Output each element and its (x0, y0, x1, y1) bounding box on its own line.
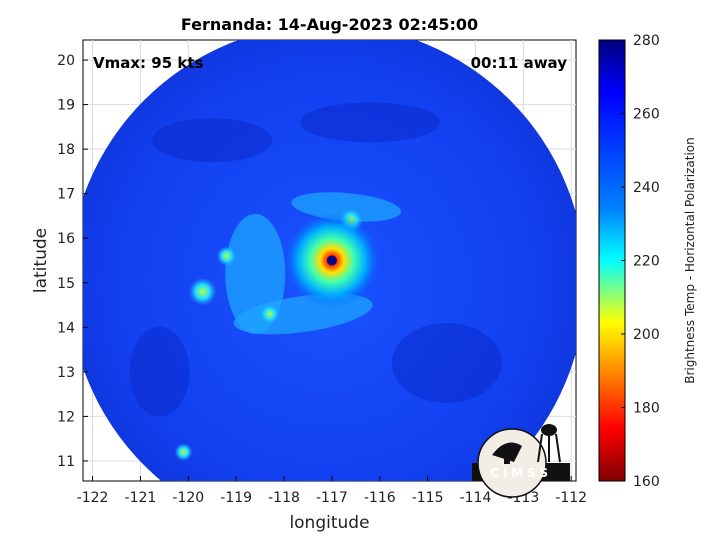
chart-title: Fernanda: 14-Aug-2023 02:45:00 (181, 15, 478, 34)
y-tick-label: 12 (57, 409, 75, 425)
vmax-annotation: Vmax: 95 kts (93, 54, 203, 72)
x-tick-label: -122 (77, 490, 109, 506)
y-tick-label: 15 (57, 276, 75, 292)
cool-band (152, 118, 273, 163)
y-tick-label: 11 (57, 454, 75, 470)
x-tick-label: -120 (172, 490, 204, 506)
colorbar-tick-label: 160 (633, 474, 660, 490)
y-tick-label: 14 (57, 320, 75, 336)
y-tick-label: 19 (57, 98, 75, 114)
x-tick-label: -115 (412, 490, 444, 506)
colorbar (598, 39, 626, 482)
y-tick-label: 20 (57, 53, 75, 69)
convective-cell (216, 246, 237, 267)
time-offset-annotation: 00:11 away (471, 54, 568, 72)
rainband (225, 213, 286, 334)
logo-text: CIMSS (490, 466, 552, 480)
microwave-swath (83, 40, 576, 481)
storm-eye (326, 255, 337, 266)
x-tick-label: -118 (268, 490, 300, 506)
x-tick-label: -121 (125, 490, 157, 506)
colorbar-ticks: 160 180 200 220 240 260 280 (621, 33, 660, 490)
y-axis-label: latitude (31, 228, 51, 293)
x-tick-label: -116 (364, 490, 396, 506)
colorbar-tick-label: 260 (633, 107, 660, 123)
x-tick-label: -117 (316, 490, 348, 506)
logo-dish-circle (477, 428, 547, 498)
y-axis-ticks: 11 12 13 14 15 16 17 18 19 20 (57, 53, 88, 470)
logo-dish-stand (504, 452, 510, 464)
logo-water-tower (541, 424, 557, 436)
x-tick-label: -114 (460, 490, 492, 506)
colorbar-label: Brightness Temp - Horizontal Polarizatio… (683, 137, 697, 384)
colorbar-tick-label: 200 (633, 327, 660, 343)
x-axis-label: longitude (289, 513, 369, 533)
convective-cell (259, 303, 280, 324)
convective-cell (188, 277, 217, 306)
x-tick-label: -112 (555, 490, 587, 506)
logo-tower-legs (537, 433, 561, 463)
cimss-logo: CIMSS (472, 424, 570, 498)
cool-band (300, 102, 441, 143)
cool-band (391, 322, 502, 403)
colorbar-tick-label: 220 (633, 254, 660, 270)
colorbar-tick-label: 280 (633, 33, 660, 49)
cool-band (129, 326, 190, 417)
x-tick-label: -119 (220, 490, 252, 506)
y-tick-label: 17 (57, 187, 75, 203)
x-axis-ticks: -122 -121 -120 -119 -118 -117 -116 -115 -114 -113… (77, 476, 587, 506)
y-tick-label: 18 (57, 142, 75, 158)
y-tick-label: 13 (57, 365, 75, 381)
y-tick-label: 16 (57, 231, 75, 247)
convective-cell (174, 443, 193, 462)
colorbar-tick-label: 180 (633, 401, 660, 417)
colorbar-tick-label: 240 (633, 180, 660, 196)
